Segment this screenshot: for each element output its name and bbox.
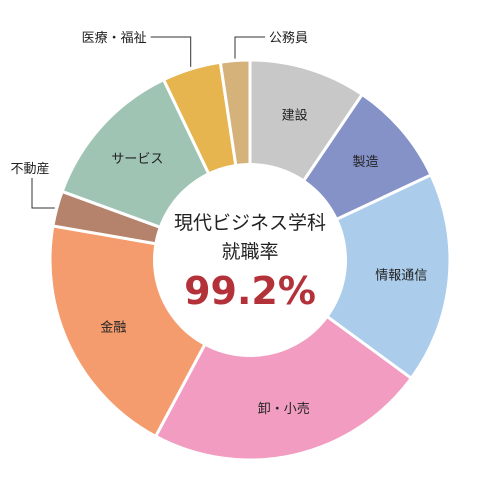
slice-label-8: 医療・福祉 — [82, 31, 147, 46]
donut-hole — [153, 163, 347, 357]
slice-label-7: サービス — [111, 152, 163, 167]
leader-lines — [31, 36, 265, 209]
slice-label-2: 製造 — [352, 155, 378, 170]
slice-label-5: 金融 — [100, 320, 126, 336]
slice-4 — [153, 257, 414, 462]
slice-3 — [247, 172, 452, 381]
slice-label-1: 建設 — [282, 108, 308, 124]
employment-rate: 99.2% — [184, 269, 316, 313]
slice-label-4: 卸・小売 — [258, 401, 310, 417]
leader-line-8 — [150, 36, 192, 67]
center-subtitle: 就職率 — [221, 241, 278, 263]
slice-label-6: 不動産 — [10, 161, 49, 177]
center-title: 現代ビジネス学科 — [174, 212, 326, 234]
leader-line-6 — [31, 178, 55, 209]
slice-label-3: 情報通信 — [375, 269, 427, 284]
leader-line-9 — [234, 36, 265, 59]
slice-label-9: 公務員 — [269, 31, 308, 46]
